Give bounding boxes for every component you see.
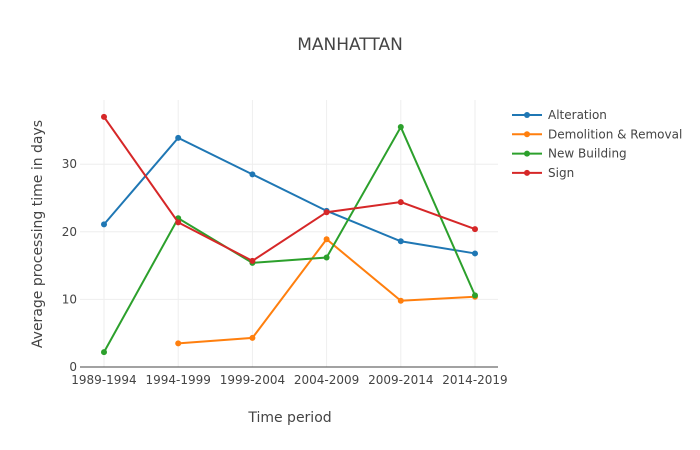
series-line-alteration (103, 136, 476, 255)
data-point-new-building[interactable] (101, 349, 107, 356)
legend[interactable]: Alteration Demolition & Removal New Buildi… (512, 108, 682, 180)
chart-title: MANHATTAN (297, 35, 403, 55)
series-sign (101, 113, 478, 264)
data-point-sign[interactable] (101, 113, 107, 120)
data-point-demolition-removal[interactable] (397, 297, 404, 304)
data-point-new-building[interactable] (323, 254, 330, 261)
x-tick-labels: 1989-1994 1994-1999 1999-2004 2004-2009 2009… (71, 373, 507, 387)
data-point-sign[interactable] (249, 257, 256, 264)
legend-item-alteration[interactable]: Alteration (512, 108, 607, 122)
series-alteration (101, 134, 478, 257)
x-tick-label: 2009-2014 (368, 373, 433, 387)
legend-swatch-marker (524, 131, 530, 138)
series-demolition-removal (175, 236, 478, 347)
series-line-new-building (103, 124, 476, 353)
x-tick-label: 1994-1999 (145, 373, 210, 387)
y-tick-label: 10 (62, 292, 77, 306)
y-axis-title: Average processing time in days (30, 120, 46, 348)
legend-label: Alteration (548, 108, 607, 122)
series-line-sign (103, 116, 476, 263)
data-point-demolition-removal[interactable] (323, 236, 330, 243)
x-tick-label: 2004-2009 (294, 373, 359, 387)
data-point-alteration[interactable] (472, 250, 478, 257)
legend-swatch-marker (524, 169, 530, 176)
data-point-alteration[interactable] (175, 134, 182, 141)
data-point-alteration[interactable] (397, 238, 404, 245)
y-tick-labels: 0 10 20 30 (62, 157, 77, 374)
data-point-new-building[interactable] (397, 124, 404, 131)
y-tick-label: 20 (62, 225, 77, 239)
legend-label: Demolition & Removal (548, 127, 682, 141)
data-point-demolition-removal[interactable] (249, 334, 256, 341)
data-point-sign[interactable] (472, 226, 478, 233)
data-point-sign[interactable] (323, 209, 330, 216)
x-axis-title: Time period (247, 410, 331, 426)
data-point-alteration[interactable] (101, 221, 107, 228)
x-tick-label: 2014-2019 (442, 373, 507, 387)
data-point-sign[interactable] (397, 199, 404, 206)
data-point-demolition-removal[interactable] (175, 340, 182, 347)
legend-swatch-marker (524, 112, 530, 118)
x-tick-label: 1989-1994 (71, 373, 136, 387)
data-point-sign[interactable] (175, 219, 182, 226)
grid-lines (80, 100, 498, 367)
legend-item-demolition-removal[interactable]: Demolition & Removal (512, 127, 682, 141)
y-tick-label: 0 (69, 360, 77, 374)
legend-swatch-marker (524, 150, 530, 157)
series-layer (101, 113, 478, 356)
series-new-building (101, 124, 478, 356)
legend-item-new-building[interactable]: New Building (512, 147, 627, 161)
data-point-new-building[interactable] (472, 292, 478, 299)
legend-label: Sign (548, 166, 574, 180)
x-tick-label: 1999-2004 (220, 373, 285, 387)
legend-label: New Building (548, 147, 627, 161)
y-tick-label: 30 (62, 157, 77, 171)
legend-item-sign[interactable]: Sign (512, 166, 574, 180)
data-point-alteration[interactable] (249, 171, 256, 178)
